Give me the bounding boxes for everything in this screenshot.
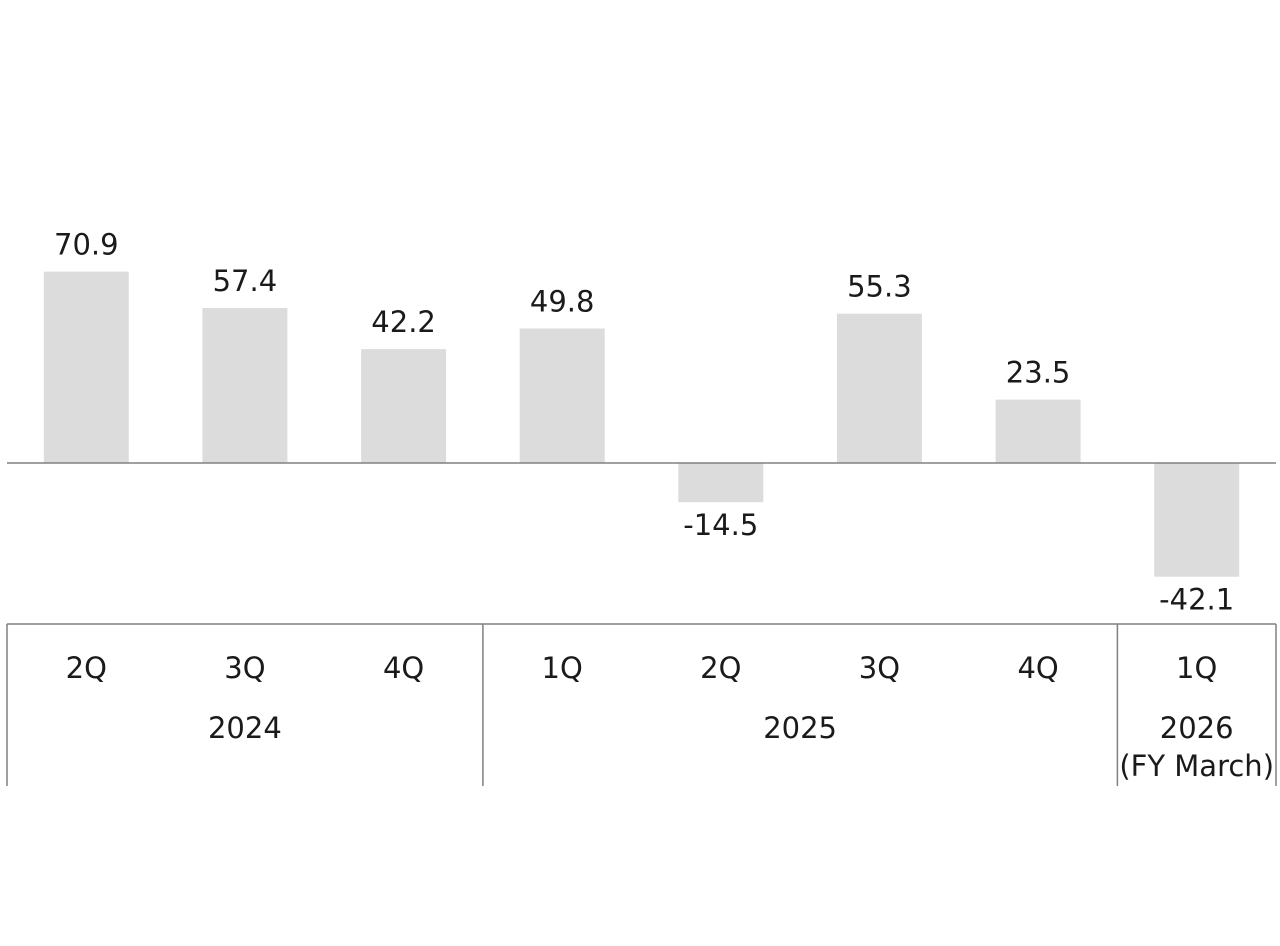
bar-7: [995, 399, 1081, 464]
bar-value-label: -42.1: [1159, 583, 1234, 617]
x-tick-label: 2Q: [66, 651, 107, 685]
bar-1: [43, 271, 129, 463]
bar-value-label: 57.4: [213, 264, 278, 298]
bar-value-label: 23.5: [1006, 356, 1071, 390]
year-group-label: 2024: [208, 711, 282, 745]
x-tick-label: 1Q: [1176, 651, 1217, 685]
bar-3: [361, 349, 447, 463]
bar-value-label: 70.9: [54, 228, 119, 262]
bar-2: [202, 308, 288, 463]
year-group-label: 2025: [763, 711, 837, 745]
bar-6: [836, 313, 922, 463]
bar-value-label: 42.2: [371, 305, 436, 339]
bar-8: [1154, 463, 1240, 577]
year-group-sublabel: (FY March): [1119, 749, 1274, 783]
x-tick-label: 2Q: [700, 651, 741, 685]
x-tick-label: 3Q: [859, 651, 900, 685]
bar-5: [678, 463, 764, 503]
bar-value-label: 49.8: [530, 285, 595, 319]
x-tick-label: 4Q: [383, 651, 424, 685]
x-tick-label: 3Q: [224, 651, 265, 685]
year-group-label: 2026: [1160, 711, 1234, 745]
bar-4: [519, 328, 605, 463]
bar-value-label: 55.3: [847, 270, 912, 304]
x-tick-label: 4Q: [1017, 651, 1058, 685]
bar-value-label: -14.5: [683, 508, 758, 542]
x-tick-label: 1Q: [542, 651, 583, 685]
